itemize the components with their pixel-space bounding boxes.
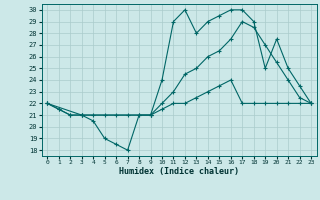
X-axis label: Humidex (Indice chaleur): Humidex (Indice chaleur) (119, 167, 239, 176)
